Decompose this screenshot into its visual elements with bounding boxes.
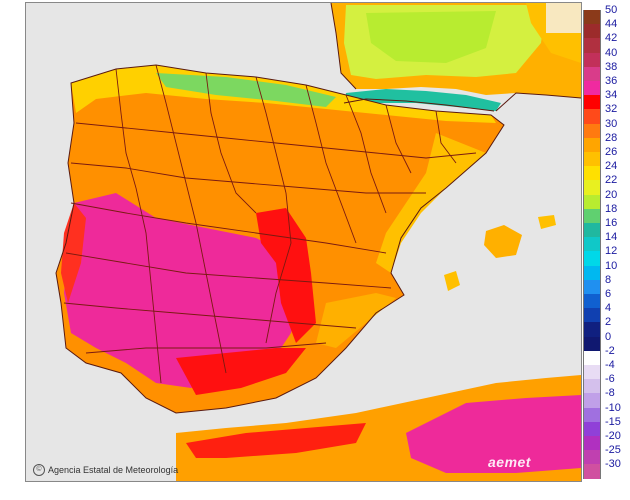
legend-swatch [583,109,601,125]
legend-swatch [583,436,601,451]
southeast-yellow [316,293,396,348]
legend-label: -4 [605,359,615,371]
legend-label: -15 [605,415,621,428]
alps-hot [546,3,581,33]
iberia-coastline [55,64,505,414]
map-panel [25,2,582,482]
legend-label: 20 [605,188,618,201]
legend-swatch [583,407,601,423]
aemet-logo: aemet [488,454,531,470]
guadalquivir-red [176,348,306,395]
legend-swatch [583,24,601,39]
legend-label: 16 [605,217,618,229]
legend-label: 32 [605,103,618,116]
legend-swatch [583,166,601,181]
legend-swatch [583,265,601,281]
legend-label: 24 [605,160,618,173]
pyrenees-band [344,89,501,111]
ibiza [444,271,460,291]
legend-swatch [583,52,601,68]
north-africa-magenta [406,395,581,473]
legend-label: 34 [605,89,618,102]
legend-swatch [583,81,601,96]
legend-label: 38 [605,60,618,73]
france-cooler-patch [366,11,496,63]
legend-label: 18 [605,202,618,215]
central-red [256,208,316,343]
legend-swatch [583,223,601,238]
legend-swatch [583,180,601,196]
legend-swatch [583,294,601,309]
legend-swatch [583,10,601,25]
east-coast-yellow [376,133,486,273]
cantabrian-cool [156,73,336,107]
legend-swatch [583,123,601,139]
legend-label: 8 [605,273,612,286]
legend-label: -25 [605,444,621,457]
legend-swatch [583,464,601,480]
legend-label: 42 [605,32,618,45]
legend-swatch [583,379,601,394]
legend-label: 12 [605,245,618,258]
legend-swatch [583,279,601,295]
legend-label: 10 [605,259,618,272]
legend-swatch [583,66,601,82]
legend-label: 0 [605,330,612,343]
credit-text: Agencia Estatal de Meteorología [48,465,179,475]
legend-swatch [583,237,601,252]
legend-label: -10 [605,401,621,414]
legend-swatch [583,336,601,352]
legend-label: 14 [605,231,618,244]
legend-swatch [583,137,601,153]
legend-label: 6 [605,288,612,300]
portugal-coast-red [61,203,86,303]
legend-swatch [583,393,601,409]
legend-label: 4 [605,302,612,315]
legend-label: 30 [605,117,618,130]
legend-label: -30 [605,458,621,471]
legend-label: -2 [605,344,615,357]
france-coast [330,3,357,90]
legend-swatch [583,350,601,366]
credit-line: © Agencia Estatal de Meteorología [33,464,178,476]
legend-label: 28 [605,131,618,144]
legend-label: 44 [605,18,618,31]
southwest-magenta [64,193,301,388]
legend-label: 40 [605,46,618,59]
legend-swatch [583,152,601,167]
legend-label: 2 [605,316,612,329]
legend-swatch [583,251,601,267]
legend-swatch [583,365,601,380]
mallorca [484,225,522,258]
legend-swatch [583,308,601,323]
legend-label: 36 [605,75,618,87]
legend-label: -20 [605,430,621,442]
copyright-icon: © [33,464,45,476]
province-borders [63,64,477,384]
legend-swatch [583,450,601,465]
legend-swatch [583,322,601,338]
menorca [538,215,556,229]
legend-swatch [583,208,601,224]
legend-swatch [583,194,601,210]
legend-label: -6 [605,373,615,386]
legend-label: 22 [605,174,618,187]
temperature-map [55,3,581,481]
legend-swatch [583,38,601,54]
france-border [343,98,495,112]
france-south-coast [495,92,581,112]
legend-swatch [583,95,601,110]
legend-swatch [583,421,601,437]
north-africa-red [186,423,366,458]
legend-label: 50 [605,4,618,16]
legend-label: -8 [605,387,615,400]
legend-label: 26 [605,146,618,158]
